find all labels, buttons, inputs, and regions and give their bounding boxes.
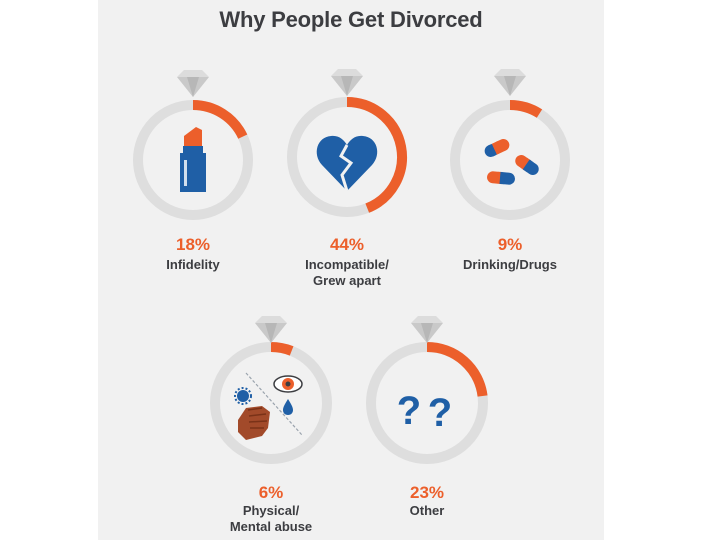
category-label-1: Drinking/Drugs <box>463 257 557 272</box>
category-label-1: Physical/ <box>243 503 300 518</box>
svg-text:?: ? <box>397 389 421 433</box>
value-arc <box>192 100 248 139</box>
question-marks-icon: ? ? <box>397 389 452 435</box>
value-label: 44% <box>330 235 364 254</box>
category-label-2: Mental abuse <box>230 519 312 534</box>
chart-title: Why People Get Divorced <box>219 7 483 32</box>
diamond-icon <box>255 316 287 343</box>
donut-drinking-drugs: 9% Drinking/Drugs <box>450 69 570 272</box>
ring-track <box>450 100 570 220</box>
svg-text:?: ? <box>428 391 452 435</box>
value-label: 9% <box>498 235 523 254</box>
donut-incompatible: 44% Incompatible/ Grew apart <box>287 69 407 288</box>
diamond-icon <box>411 316 443 343</box>
lipstick-icon <box>180 127 206 192</box>
category-label-2: Grew apart <box>313 273 382 288</box>
donut-abuse: 6% Physical/ Mental abuse <box>210 316 332 534</box>
value-label: 18% <box>176 235 210 254</box>
category-label-1: Infidelity <box>166 257 220 272</box>
value-label: 6% <box>259 483 284 502</box>
category-label-1: Incompatible/ <box>305 257 389 272</box>
value-arc <box>426 342 488 397</box>
category-label-1: Other <box>410 503 445 518</box>
value-arc <box>270 342 294 356</box>
donut-other: ? ? 23% Other <box>366 316 488 518</box>
abuse-icon <box>234 372 303 440</box>
donut-infidelity: 18% Infidelity <box>133 70 253 272</box>
ring-track <box>210 342 332 464</box>
value-arc <box>509 100 543 118</box>
pills-icon <box>484 139 539 185</box>
diamond-icon <box>177 70 209 97</box>
value-label: 23% <box>410 483 444 502</box>
diamond-icon <box>494 69 526 96</box>
value-arc <box>346 97 407 213</box>
broken-heart-icon <box>316 135 378 192</box>
diamond-icon <box>331 69 363 96</box>
